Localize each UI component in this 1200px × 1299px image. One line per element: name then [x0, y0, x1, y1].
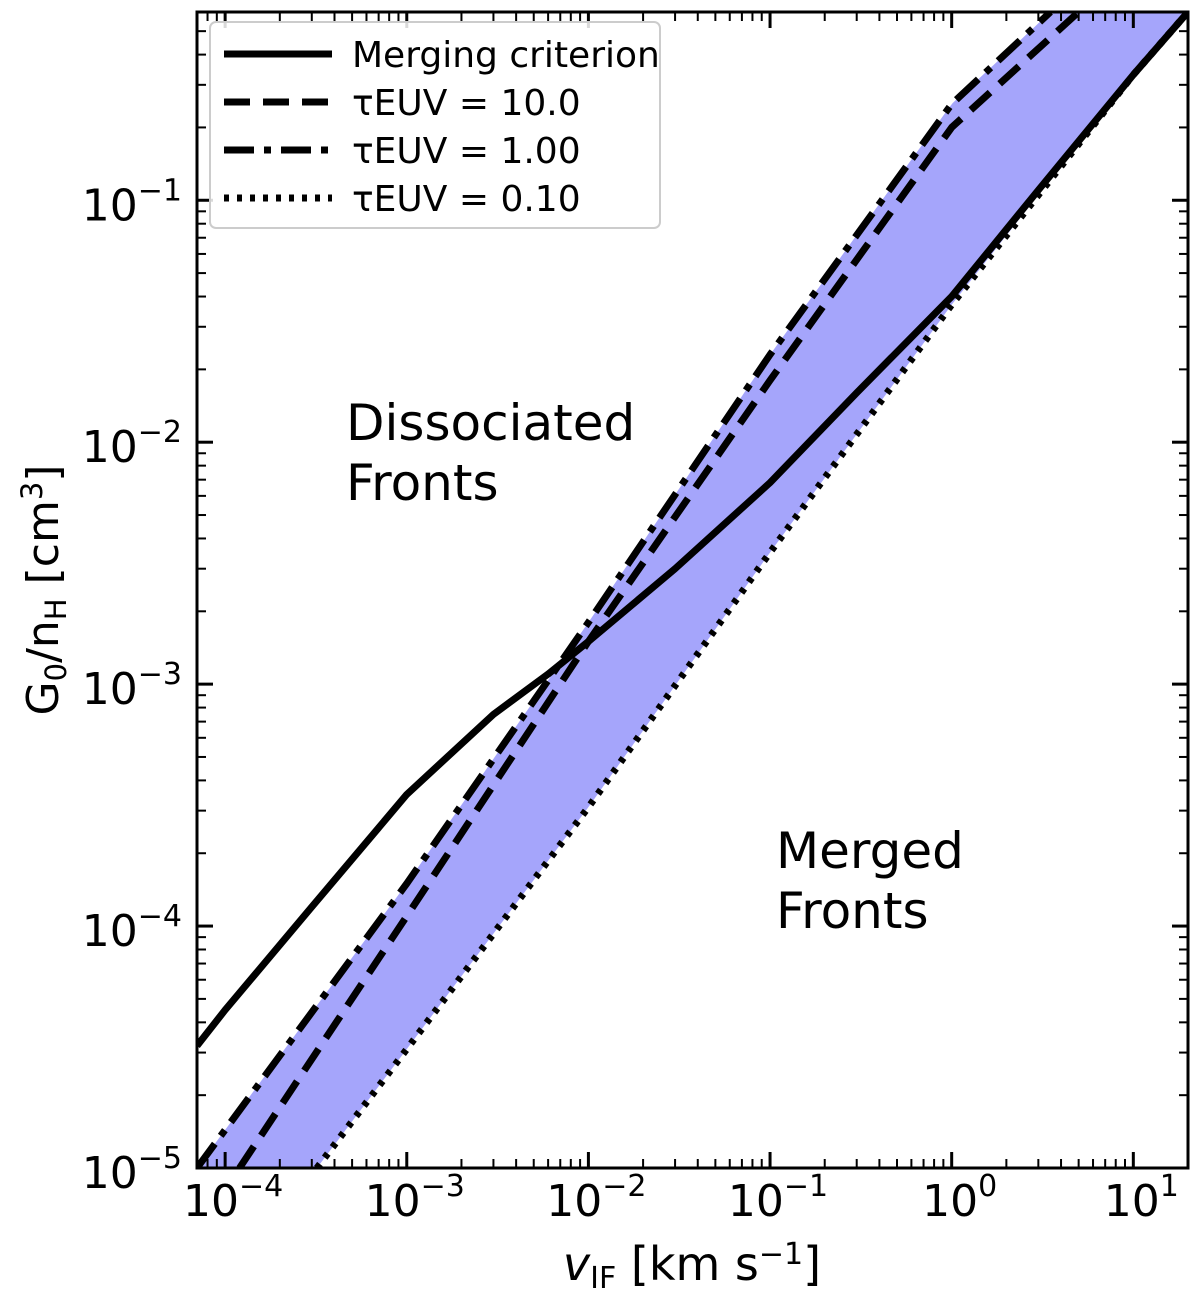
x-tick-label: 10−3 [365, 1169, 465, 1227]
y-tick-label: 10−1 [82, 173, 182, 231]
x-axis-label: vIF [km s−1] [563, 1237, 821, 1296]
legend: Merging criterion τEUV = 10.0 τEUV = 1.00 τ… [209, 21, 661, 229]
annotation-merged-line-1: Merged [776, 822, 964, 880]
x-tick-label: 10−1 [728, 1169, 828, 1227]
annotation-layer: Dissociated Fronts Merged Fronts [346, 394, 964, 940]
series-layer [197, 12, 1188, 1168]
series-line-euv-1-00 [197, 12, 1053, 1168]
x-tick-label: 101 [1104, 1169, 1179, 1227]
shaded-band-layer [197, 12, 1188, 1168]
x-tick-label: 10−2 [546, 1169, 646, 1227]
annotation-merged-line-2: Fronts [776, 882, 929, 940]
x-tick-label: 100 [922, 1169, 997, 1227]
plot-frame [195, 10, 1190, 1170]
shaded-band-tau-range [197, 12, 1188, 1168]
legend-label-euv-10-0: τEUV = 10.0 [352, 83, 581, 124]
y-tick-label: 10−4 [82, 899, 182, 957]
legend-label-euv-0-10: τEUV = 0.10 [352, 179, 581, 220]
series-line-merging-criterion [197, 12, 1188, 1048]
legend-label-merging-criterion: Merging criterion [352, 35, 660, 76]
annotation-dissociated-line-1: Dissociated [346, 394, 635, 452]
legend-label-euv-1-00: τEUV = 1.00 [352, 131, 581, 172]
y-axis-label: G0/nH [cm3] [15, 465, 73, 716]
y-tick-label: 10−5 [82, 1141, 182, 1199]
y-tick-label: 10−3 [82, 657, 182, 715]
axis-labels: vIF [km s−1] G0/nH [cm3] [15, 465, 821, 1296]
x-tick-label: 10−4 [183, 1169, 283, 1227]
annotation-dissociated-line-2: Fronts [346, 454, 499, 512]
y-tick-label: 10−2 [82, 415, 182, 473]
legend-box [209, 21, 661, 229]
series-line-euv-10-0 [236, 12, 1081, 1168]
